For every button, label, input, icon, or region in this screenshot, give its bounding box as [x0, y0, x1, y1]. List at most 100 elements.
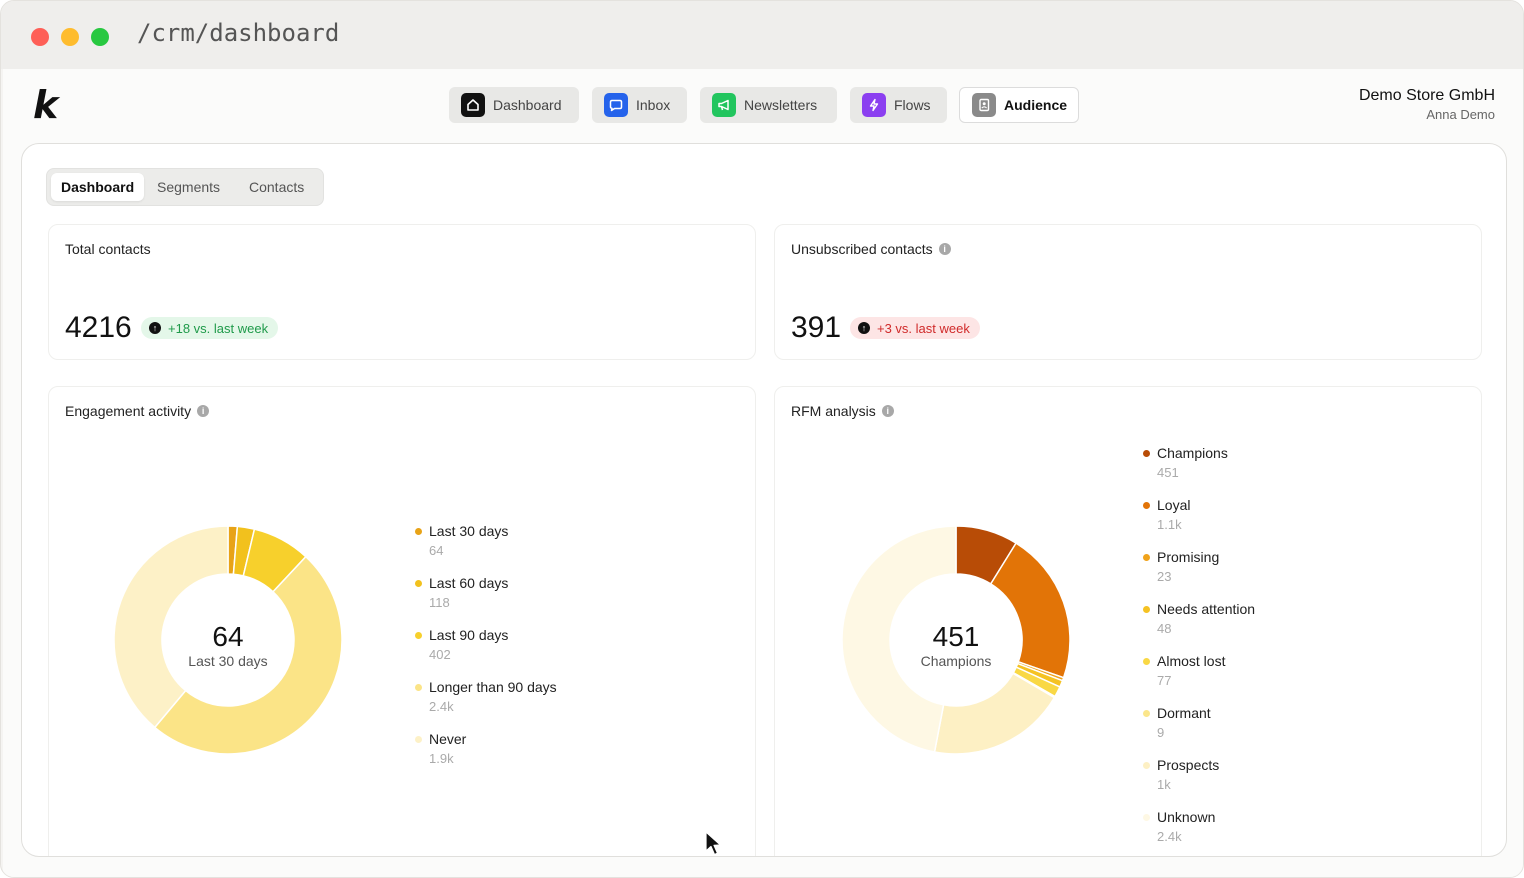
total-contacts-card: Total contacts 4216 ↑ +18 vs. last week [48, 224, 756, 360]
total-contacts-title: Total contacts [65, 241, 151, 257]
engagement-slice-longer-than-90-days[interactable] [153, 555, 343, 755]
info-icon[interactable]: i [938, 243, 951, 255]
lightning-icon [862, 93, 886, 117]
total-contacts-change: +18 vs. last week [168, 320, 269, 336]
legend-dot [415, 632, 422, 639]
legend-value: 1k [1157, 777, 1171, 792]
legend-value: 48 [1157, 621, 1172, 636]
rfm-title: RFM analysis [791, 403, 876, 419]
rfm-donut-center: 451 Champions [886, 621, 1026, 669]
audience-subtabs: Dashboard Segments Contacts [46, 168, 324, 206]
engagement-donut-center: 64 Last 30 days [158, 621, 298, 669]
engagement-title: Engagement activity [65, 403, 192, 419]
nav-dashboard[interactable]: Dashboard [449, 87, 579, 123]
account-switcher[interactable]: Demo Store GmbH Anna Demo [1359, 87, 1495, 122]
nav-flows[interactable]: Flows [850, 87, 947, 123]
minimize-window-button[interactable] [61, 28, 79, 46]
unsubscribed-change-badge: ↑ +3 vs. last week [850, 317, 980, 339]
contact-book-icon [972, 93, 996, 117]
chat-bubble-icon [604, 93, 628, 117]
unsubscribed-title-row: Unsubscribed contacts i [791, 241, 951, 257]
unsubscribed-change: +3 vs. last week [877, 320, 970, 336]
legend-label: Last 90 days [429, 627, 509, 643]
legend-label: Last 30 days [429, 523, 509, 539]
unsubscribed-value: 391 [791, 311, 842, 344]
rfm-slice-unknown[interactable] [841, 525, 957, 753]
total-contacts-value: 4216 [65, 311, 132, 344]
legend-label: Last 60 days [429, 575, 509, 591]
legend-label: Never [429, 731, 467, 747]
legend-label: Champions [1157, 445, 1228, 461]
legend-label: Promising [1157, 549, 1220, 565]
rfm-center-label: Champions [920, 653, 992, 669]
legend-label: Dormant [1157, 705, 1211, 721]
unsubscribed-title: Unsubscribed contacts [791, 241, 933, 257]
mouse-cursor-icon [705, 831, 722, 856]
unsubscribed-contacts-card: Unsubscribed contacts i 391 ↑ +3 vs. las… [774, 224, 1482, 360]
legend-value: 1.1k [1157, 517, 1182, 532]
engagement-activity-card: Engagement activity i 64 Last 30 days La… [48, 386, 756, 856]
legend-value: 77 [1157, 673, 1172, 688]
engagement-center-value: 64 [212, 621, 244, 652]
user-name: Anna Demo [1426, 107, 1495, 122]
audience-panel: Dashboard Segments Contacts Total contac… [21, 143, 1507, 857]
arrow-up-icon: ↑ [858, 322, 870, 334]
legend-value: 118 [429, 595, 450, 610]
legend-dot [415, 528, 422, 535]
url-path: /crm/dashboard [137, 19, 340, 47]
rfm-title-row: RFM analysis i [791, 403, 894, 419]
legend-label: Unknown [1157, 809, 1216, 825]
rfm-donut-chart [841, 525, 1071, 755]
engagement-slice-never[interactable] [113, 525, 229, 729]
engagement-title-row: Engagement activity i [65, 403, 210, 419]
subtab-segments[interactable]: Segments [157, 179, 221, 195]
megaphone-icon [712, 93, 736, 117]
legend-label: Prospects [1157, 757, 1220, 773]
nav-audience[interactable]: Audience [959, 87, 1079, 123]
subtab-contacts[interactable]: Contacts [249, 179, 305, 195]
legend-dot [1143, 814, 1150, 821]
legend-dot [415, 580, 422, 587]
legend-label: Needs attention [1157, 601, 1256, 617]
legend-dot [1143, 762, 1150, 769]
engagement-donut-chart [113, 525, 343, 755]
legend-value: 451 [1157, 465, 1179, 480]
nav-newsletters-label: Newsletters [744, 97, 818, 113]
nav-flows-label: Flows [894, 97, 931, 113]
legend-dot [1143, 502, 1150, 509]
legend-value: 2.4k [1157, 829, 1182, 844]
info-icon[interactable]: i [197, 405, 210, 417]
legend-dot [1143, 710, 1150, 717]
legend-dot [1143, 554, 1150, 561]
legend-dot [1143, 606, 1150, 613]
legend-dot [1143, 658, 1150, 665]
legend-dot [1143, 450, 1150, 457]
engagement-center-label: Last 30 days [188, 653, 268, 669]
nav-audience-label: Audience [1004, 97, 1068, 113]
app-root: k Dashboard Inbox Newsletters [3, 69, 1523, 877]
nav-newsletters[interactable]: Newsletters [700, 87, 837, 123]
legend-value: 23 [1157, 569, 1172, 584]
nav-dashboard-label: Dashboard [493, 97, 562, 113]
home-icon [461, 93, 485, 117]
legend-value: 402 [429, 647, 451, 662]
rfm-center-value: 451 [932, 621, 980, 652]
store-name: Demo Store GmbH [1358, 87, 1495, 104]
subtab-dashboard[interactable]: Dashboard [51, 173, 145, 201]
legend-label: Loyal [1157, 497, 1191, 513]
total-contacts-change-badge: ↑ +18 vs. last week [141, 317, 279, 339]
legend-value: 64 [429, 543, 444, 558]
legend-value: 2.4k [429, 699, 454, 714]
legend-value: 1.9k [429, 751, 454, 766]
legend-dot [415, 736, 422, 743]
info-icon[interactable]: i [881, 405, 894, 417]
close-window-button[interactable] [31, 28, 49, 46]
arrow-up-icon: ↑ [149, 322, 161, 334]
legend-dot [415, 684, 422, 691]
title-bar: /crm/dashboard [1, 1, 1523, 69]
nav-inbox[interactable]: Inbox [592, 87, 687, 123]
maximize-window-button[interactable] [91, 28, 109, 46]
app-logo[interactable]: k [33, 83, 59, 127]
legend-value: 9 [1157, 725, 1165, 740]
